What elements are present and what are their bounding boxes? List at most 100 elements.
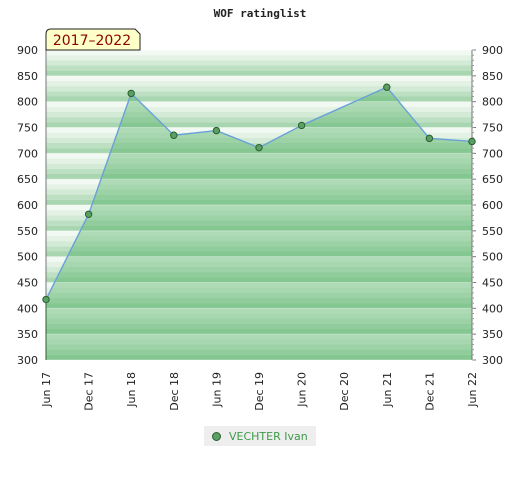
y-tick-label-left: 500	[17, 251, 38, 264]
y-tick-label-right: 550	[482, 225, 503, 238]
y-axis-right: 300 350 400 450 500 550 600 650 700 750 800 850 900	[472, 44, 503, 367]
background-band	[46, 282, 472, 288]
data-point	[297, 121, 306, 130]
background-band	[46, 303, 472, 309]
data-point	[425, 134, 434, 143]
x-tick-label: Jun 19	[210, 372, 223, 408]
background-bands	[46, 50, 472, 360]
background-band	[46, 194, 472, 200]
background-band	[46, 199, 472, 205]
y-tick-label-right: 750	[482, 122, 503, 135]
y-tick-label-right: 350	[482, 328, 503, 341]
background-band	[46, 298, 472, 304]
background-band	[46, 112, 472, 118]
x-axis: Jun 17 Dec 17 Jun 18 Dec 18 Jun 19 Dec 19 Jun …	[40, 372, 479, 411]
x-tick-label: Jun 22	[466, 372, 479, 408]
y-tick-label-right: 500	[482, 251, 503, 264]
y-tick-label-left: 550	[17, 225, 38, 238]
background-band	[46, 106, 472, 112]
background-band	[46, 210, 472, 216]
y-tick-label-right: 900	[482, 44, 503, 57]
x-tick-label: Dec 21	[423, 372, 436, 411]
y-tick-label-left: 800	[17, 96, 38, 109]
background-band	[46, 241, 472, 247]
background-band	[46, 236, 472, 242]
y-tick-label-right: 300	[482, 354, 503, 367]
background-band	[46, 137, 472, 143]
background-band	[46, 55, 472, 61]
period-badge: 2017–2022	[45, 28, 141, 51]
background-band	[46, 344, 472, 350]
y-tick-label-right: 450	[482, 277, 503, 290]
data-point	[42, 295, 50, 304]
background-band	[46, 65, 472, 71]
y-tick-label-right: 650	[482, 173, 503, 186]
background-band	[46, 81, 472, 87]
series-area	[46, 87, 472, 360]
background-band	[46, 132, 472, 138]
y-tick-label-right: 400	[482, 302, 503, 315]
data-point	[383, 83, 391, 91]
background-band	[46, 349, 472, 355]
y-tick-label-left: 850	[17, 70, 38, 83]
background-band	[46, 292, 472, 298]
y-tick-label-left: 350	[17, 328, 38, 341]
y-tick-label-left: 700	[17, 147, 38, 160]
period-label: 2017–2022	[53, 33, 131, 49]
background-band	[46, 246, 472, 252]
background-band	[46, 354, 472, 360]
background-band	[46, 267, 472, 273]
background-band	[46, 75, 472, 81]
background-band	[46, 117, 472, 123]
y-tick-label-left: 400	[17, 302, 38, 315]
background-band	[46, 215, 472, 221]
series-vechter-ivan	[42, 83, 476, 360]
y-tick-label-left: 300	[17, 354, 38, 367]
data-point	[84, 210, 93, 219]
x-tick-label: Dec 17	[83, 372, 96, 411]
background-band	[46, 168, 472, 174]
background-band	[46, 163, 472, 169]
background-band	[46, 205, 472, 211]
gridlines	[46, 49, 472, 361]
background-band	[46, 50, 472, 56]
y-tick-label-left: 650	[17, 173, 38, 186]
background-band	[46, 122, 472, 128]
y-tick-label-right: 800	[482, 96, 503, 109]
legend: VECHTER Ivan	[204, 426, 316, 446]
background-band	[46, 256, 472, 262]
x-tick-label: Dec 20	[338, 372, 351, 411]
y-tick-label-right: 700	[482, 147, 503, 160]
y-tick-label-right: 850	[482, 70, 503, 83]
y-tick-label-right: 600	[482, 199, 503, 212]
data-point	[468, 137, 476, 146]
y-tick-label-left: 900	[17, 44, 38, 57]
background-band	[46, 251, 472, 257]
data-point	[127, 89, 135, 98]
background-band	[46, 174, 472, 180]
background-band	[46, 230, 472, 236]
y-axis-left: 300 350 400 450 500 550 600 650 700 750 800 850 900	[17, 44, 38, 367]
chart-title: WOF ratinglist	[214, 7, 307, 20]
legend-entry: VECHTER Ivan	[229, 429, 308, 443]
background-band	[46, 179, 472, 185]
background-band	[46, 329, 472, 335]
background-band	[46, 60, 472, 66]
data-point	[255, 143, 263, 152]
background-band	[46, 184, 472, 190]
y-tick-label-left: 450	[17, 277, 38, 290]
x-tick-label: Dec 19	[253, 372, 266, 411]
background-band	[46, 96, 472, 102]
background-band	[46, 86, 472, 92]
background-band	[46, 127, 472, 133]
data-point	[212, 126, 221, 135]
background-band	[46, 277, 472, 283]
x-tick-label: Jun 20	[296, 372, 309, 408]
background-band	[46, 91, 472, 97]
background-band	[46, 313, 472, 319]
legend-marker-icon	[212, 431, 221, 441]
background-band	[46, 70, 472, 76]
series-line	[45, 86, 473, 300]
background-band	[46, 189, 472, 195]
